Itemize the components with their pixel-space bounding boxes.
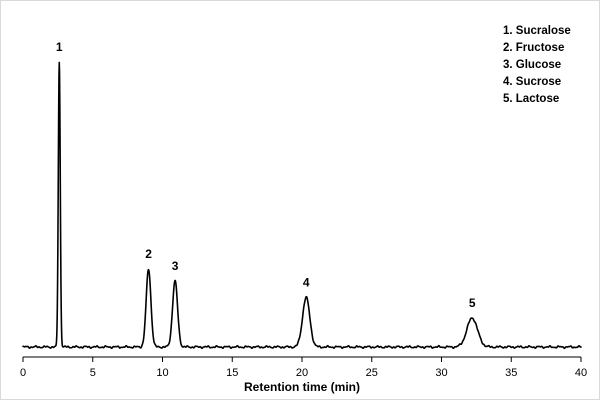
x-tick-label-0: 0: [20, 367, 26, 379]
x-tick-label-35: 35: [505, 367, 517, 379]
legend: 1. Sucralose 2. Fructose 3. Glucose 4. S…: [503, 25, 571, 105]
x-tick-label-30: 30: [435, 367, 447, 379]
x-tick-label-25: 25: [366, 367, 378, 379]
chromatogram-trace: [22, 61, 582, 350]
x-tick-label-5: 5: [90, 367, 96, 379]
peak-label-1: 1: [56, 40, 63, 54]
x-tick-label-20: 20: [296, 367, 308, 379]
x-axis-title: Retention time (min): [244, 380, 360, 394]
legend-item-sucralose: 1. Sucralose: [503, 25, 571, 37]
peak-label-4: 4: [303, 275, 310, 289]
peak-labels: 1 2 3 4 5: [56, 40, 476, 310]
x-axis-tick-labels: 0 5 10 15 20 25 30 35 40: [20, 367, 587, 379]
x-axis-ticks: [22, 357, 582, 362]
peak-label-5: 5: [469, 296, 476, 310]
x-tick-label-40: 40: [575, 367, 587, 379]
x-tick-label-15: 15: [226, 367, 238, 379]
legend-item-sucrose: 4. Sucrose: [503, 76, 561, 88]
x-tick-label-10: 10: [156, 367, 168, 379]
peak-label-3: 3: [172, 259, 179, 273]
legend-item-fructose: 2. Fructose: [503, 42, 564, 54]
legend-item-glucose: 3. Glucose: [503, 59, 561, 71]
legend-item-lactose: 5. Lactose: [503, 93, 559, 105]
peak-label-2: 2: [145, 247, 152, 261]
